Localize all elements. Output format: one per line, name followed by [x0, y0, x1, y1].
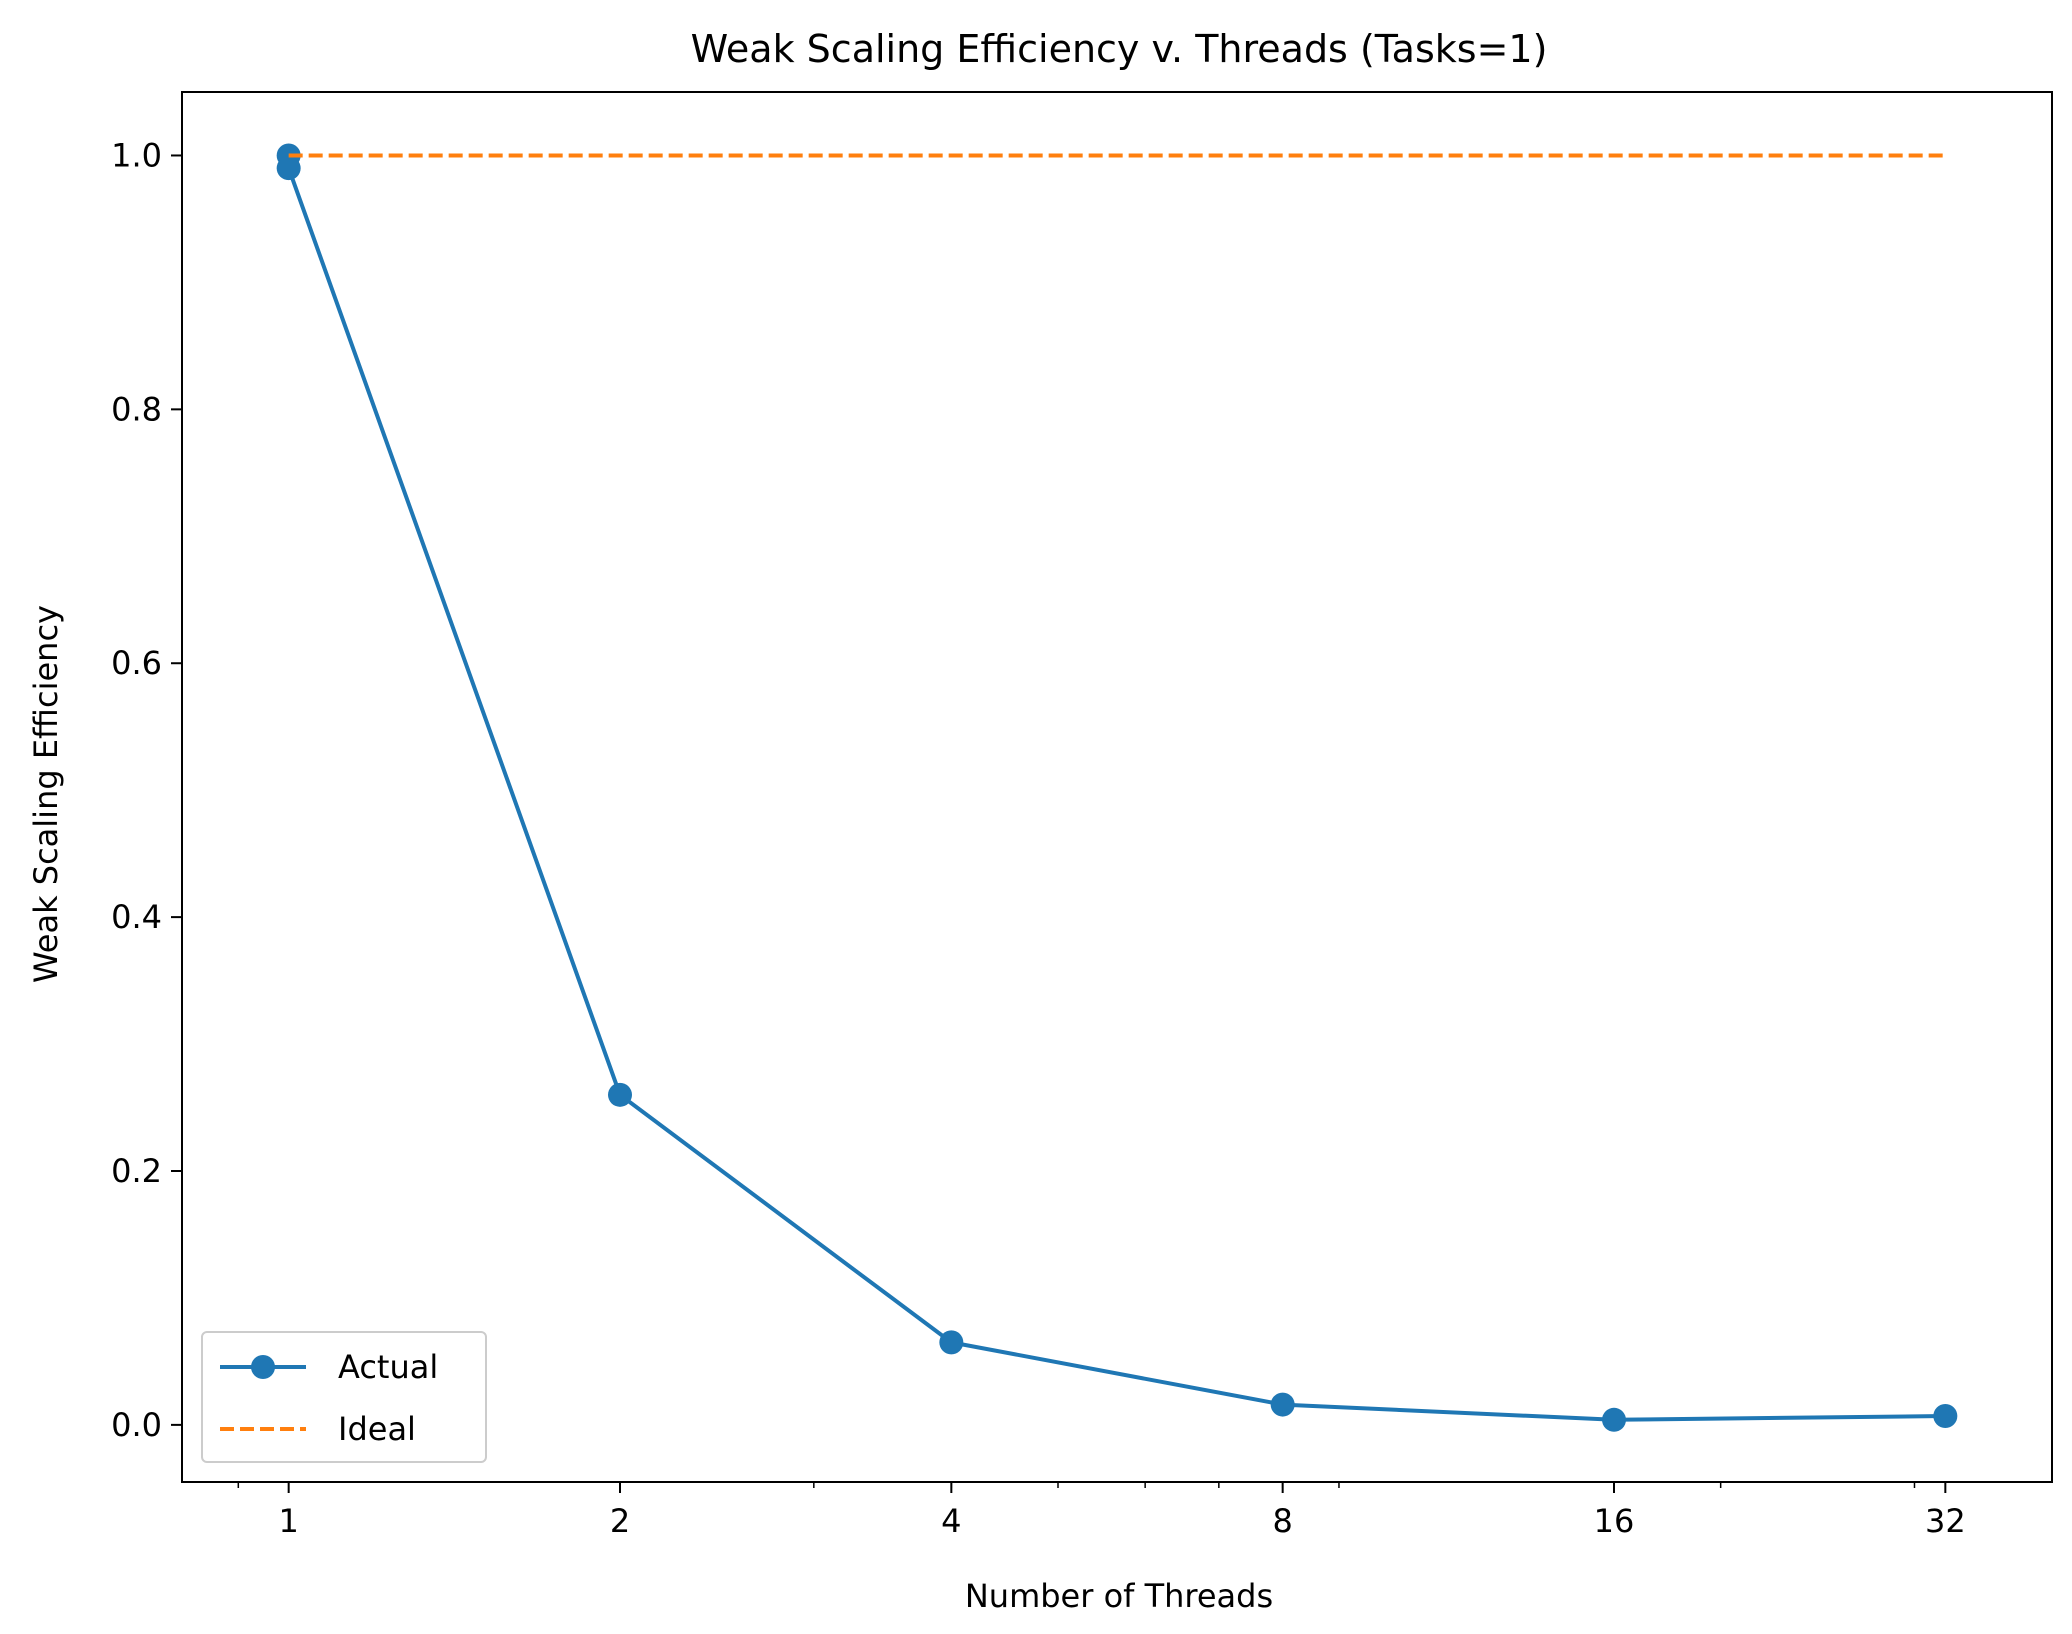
x-tick-label: 8 [1272, 1502, 1292, 1540]
y-tick-label: 0.6 [111, 644, 162, 682]
axes-frame [181, 91, 2053, 1483]
data-point-actual [1270, 1392, 1295, 1417]
x-tick-label: 1 [278, 1502, 298, 1540]
x-tick-label: 4 [941, 1502, 961, 1540]
legend-label-ideal: Ideal [338, 1410, 416, 1448]
x-axis-label: Number of Threads [965, 1577, 1273, 1615]
data-point-actual [1933, 1403, 1958, 1428]
y-tick-label: 0.2 [111, 1152, 162, 1190]
y-tick-label: 0.0 [111, 1406, 162, 1444]
y-axis-label: Weak Scaling Efficiency [27, 605, 65, 983]
y-tick-label: 0.8 [111, 390, 162, 428]
legend-marker-actual [251, 1355, 275, 1379]
x-tick-label: 2 [610, 1502, 630, 1540]
legend-label-actual: Actual [338, 1348, 438, 1386]
data-point-actual [939, 1330, 964, 1355]
data-point-actual [607, 1082, 632, 1107]
data-point-actual [1602, 1407, 1627, 1432]
x-tick-label: 32 [1925, 1502, 1966, 1540]
chart-title: Weak Scaling Efficiency v. Threads (Task… [691, 27, 1548, 71]
plot-area: 1 2 4 8 16 32 0.0 0.2 0.4 0.6 0.8 1.0 [111, 91, 2053, 1540]
x-tick-label: 16 [1594, 1502, 1635, 1540]
legend: Actual Ideal [201, 1331, 487, 1463]
y-tick-label: 1.0 [111, 136, 162, 174]
y-tick-label: 0.4 [111, 898, 162, 936]
data-point-actual [276, 156, 301, 181]
